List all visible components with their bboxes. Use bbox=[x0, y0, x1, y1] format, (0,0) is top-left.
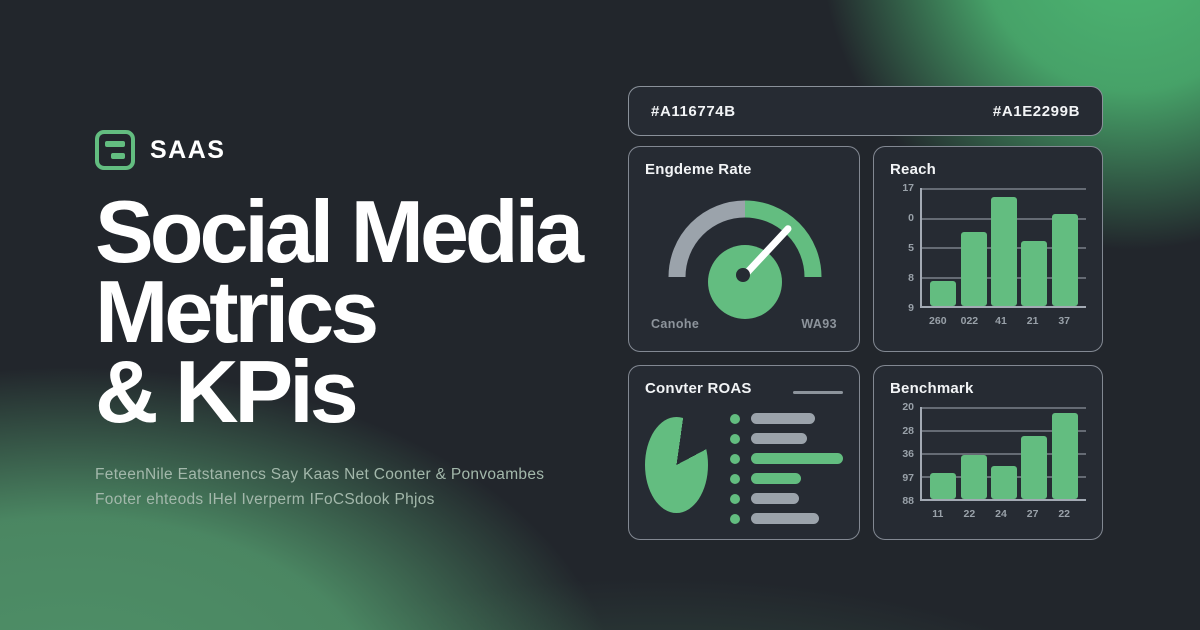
pie-chart bbox=[645, 417, 708, 513]
color-code-right: #A1E2299B bbox=[992, 102, 1080, 120]
legend-bar bbox=[751, 433, 807, 444]
saas-logo-icon bbox=[95, 130, 135, 170]
legend-row bbox=[730, 413, 843, 424]
legend-dot-icon bbox=[730, 413, 740, 424]
subtitle-line-1: FeteenNile Eatstanencs Say Kaas Net Coon… bbox=[95, 466, 545, 483]
x-axis-labels: 260 022 41 21 37 bbox=[916, 315, 1086, 327]
legend-bar bbox=[751, 453, 843, 464]
legend-row bbox=[730, 433, 843, 444]
gauge-pivot-dot bbox=[736, 268, 750, 282]
legend-bar bbox=[751, 473, 801, 484]
legend-bar bbox=[751, 413, 815, 424]
legend-row bbox=[730, 493, 843, 504]
legend-row bbox=[730, 513, 843, 524]
x-tick-label: 22 bbox=[963, 508, 976, 520]
legend-dot-icon bbox=[730, 513, 740, 524]
card-benchmark: Benchmark 20 28 36 97 88 11 22 24 27 22 bbox=[873, 365, 1103, 540]
gridline bbox=[922, 430, 1086, 432]
legend-dot-icon bbox=[730, 453, 740, 464]
bar bbox=[930, 281, 957, 306]
card-title: Engdeme Rate bbox=[645, 161, 752, 178]
title-line-2: Metrics bbox=[95, 262, 379, 361]
legend-row bbox=[730, 473, 843, 484]
dashboard-mockup: #A116774B #A1E2299B Engdeme Rate Canohe … bbox=[628, 86, 1103, 540]
plot-area bbox=[920, 188, 1086, 308]
bars bbox=[922, 188, 1086, 306]
card-title: Convter ROAS bbox=[645, 380, 752, 397]
x-tick-label: 022 bbox=[960, 315, 979, 327]
legend-dot-icon bbox=[730, 493, 740, 504]
title-line-3: & KPis bbox=[95, 342, 359, 441]
gauge-min-label: Canohe bbox=[651, 317, 700, 331]
pie-legend bbox=[730, 413, 843, 524]
x-tick-label: 41 bbox=[995, 315, 1007, 327]
legend-bar bbox=[751, 493, 799, 504]
y-axis-ticks: 17 0 5 8 9 bbox=[902, 182, 914, 314]
bar bbox=[990, 465, 1017, 499]
x-tick-label: 21 bbox=[1026, 315, 1039, 327]
gridline bbox=[922, 188, 1086, 190]
legend-bar bbox=[751, 513, 819, 524]
card-convert-roas: Convter ROAS bbox=[628, 365, 860, 540]
card-title: Reach bbox=[890, 161, 937, 178]
bar-chart: 17 0 5 8 9 bbox=[890, 182, 1086, 314]
gridline bbox=[922, 407, 1086, 409]
x-tick-label: 260 bbox=[929, 315, 947, 327]
x-tick-label: 24 bbox=[995, 508, 1007, 520]
card-title: Benchmark bbox=[890, 380, 974, 397]
subtitle-line-2: Footer ehteods IHel Iverperm IFoCSdook P… bbox=[95, 491, 435, 508]
gauge-hub bbox=[708, 245, 782, 319]
gauge-max-label: WA93 bbox=[801, 317, 837, 331]
gauge-chart bbox=[668, 200, 822, 319]
card-reach: Reach 17 0 5 8 9 260 022 41 21 37 bbox=[873, 146, 1103, 352]
gauge-arc-high bbox=[744, 200, 822, 278]
pie-row bbox=[645, 411, 843, 524]
bar bbox=[930, 473, 957, 499]
gauge-needle bbox=[739, 225, 792, 281]
bar bbox=[1051, 213, 1078, 306]
title-line-1: Social Media bbox=[95, 182, 584, 281]
logo-bar-top bbox=[105, 141, 125, 147]
bar bbox=[990, 197, 1017, 306]
gauge-labels: Canohe WA93 bbox=[629, 317, 859, 331]
gridline bbox=[922, 453, 1086, 455]
brand-row: SAAS bbox=[95, 130, 635, 170]
bar bbox=[1051, 412, 1078, 499]
plot-area bbox=[920, 407, 1086, 501]
bar bbox=[960, 231, 987, 306]
subtitle: FeteenNile Eatstanencs Say Kaas Net Coon… bbox=[95, 462, 635, 512]
hero-section: SAAS Social Media Metrics & KPis FeteenN… bbox=[95, 130, 635, 512]
card-engagement-rate: Engdeme Rate Canohe WA93 bbox=[628, 146, 860, 352]
color-code-left: #A116774B bbox=[651, 102, 736, 120]
page-title: Social Media Metrics & KPis bbox=[95, 188, 635, 436]
bar bbox=[1021, 241, 1048, 306]
bar-chart: 20 28 36 97 88 bbox=[890, 401, 1086, 507]
color-code-bar: #A116774B #A1E2299B bbox=[628, 86, 1103, 136]
x-tick-label: 27 bbox=[1026, 508, 1039, 520]
dashboard-cards: Engdeme Rate Canohe WA93 Reach 17 0 5 8 9 bbox=[628, 146, 1103, 540]
legend-dot-icon bbox=[730, 473, 740, 484]
legend-row bbox=[730, 453, 843, 464]
gauge-arc-low bbox=[668, 200, 746, 278]
bars bbox=[922, 407, 1086, 499]
card-title-row: Convter ROAS bbox=[645, 380, 843, 397]
dash-decoration bbox=[793, 391, 843, 394]
bar bbox=[1021, 435, 1048, 499]
x-tick-label: 11 bbox=[932, 508, 944, 520]
y-axis-ticks: 20 28 36 97 88 bbox=[902, 401, 914, 507]
x-tick-label: 22 bbox=[1058, 508, 1071, 520]
logo-bar-bottom bbox=[111, 153, 125, 159]
x-axis-labels: 11 22 24 27 22 bbox=[916, 508, 1086, 520]
legend-dot-icon bbox=[730, 433, 740, 444]
x-tick-label: 37 bbox=[1058, 315, 1071, 327]
bar bbox=[960, 454, 987, 499]
brand-name: SAAS bbox=[150, 135, 226, 164]
